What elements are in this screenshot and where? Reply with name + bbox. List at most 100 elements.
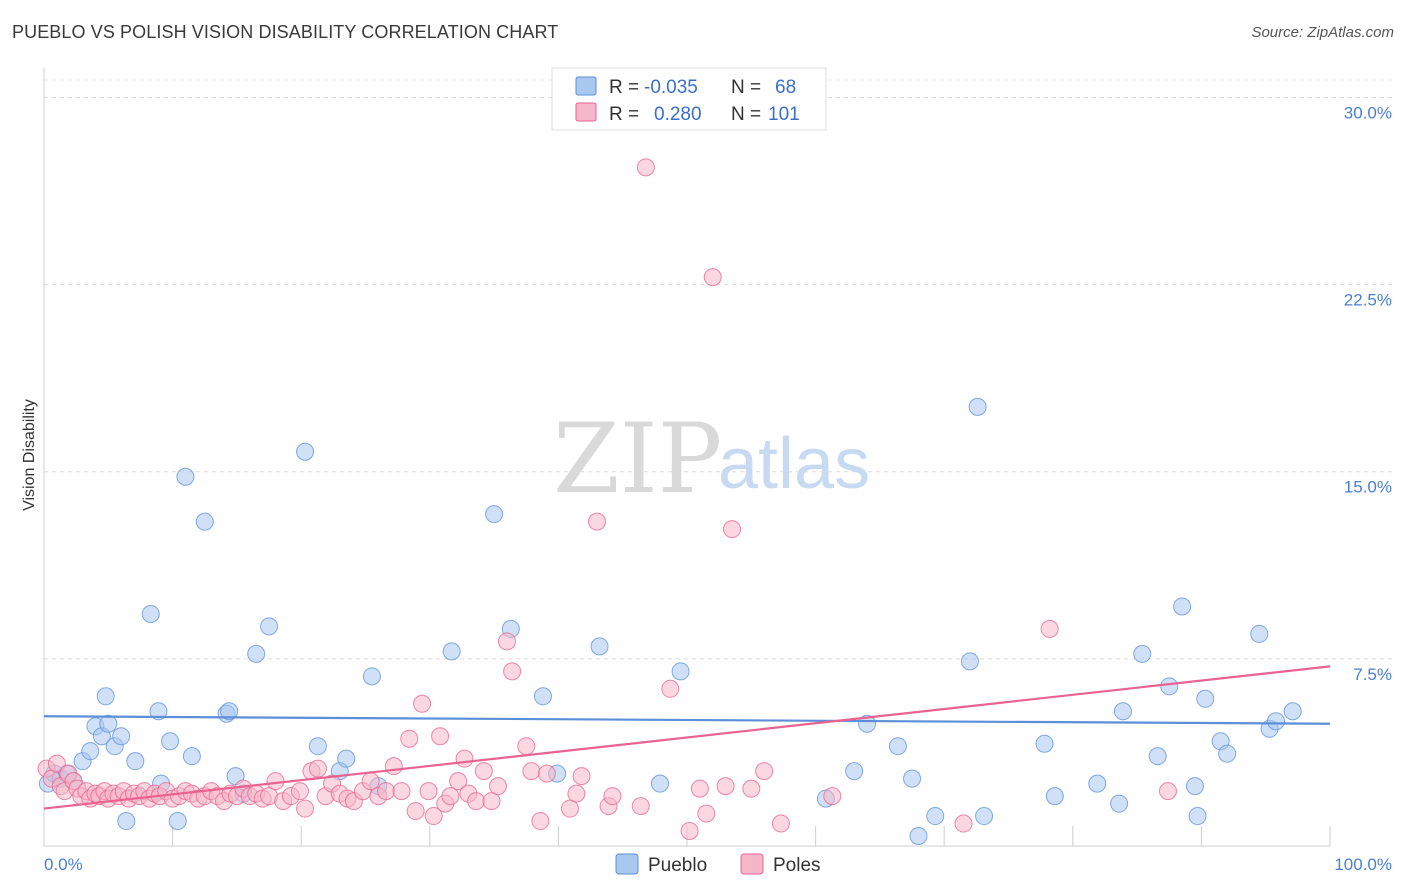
data-point xyxy=(1173,597,1192,616)
stats-legend: R = -0.035 N = 68 R = 0.280 N = 101 xyxy=(551,67,827,131)
data-point xyxy=(975,807,994,826)
source-credit: Source: ZipAtlas.com xyxy=(1251,24,1394,41)
data-point xyxy=(703,268,722,287)
data-point xyxy=(823,787,842,806)
data-point xyxy=(362,667,381,686)
data-point xyxy=(968,397,987,416)
data-point xyxy=(1196,689,1215,708)
data-points xyxy=(37,158,1302,846)
data-point xyxy=(954,814,973,833)
stats-legend-swatch-pueblo xyxy=(575,76,597,96)
data-point xyxy=(522,762,541,781)
data-point xyxy=(168,812,187,831)
data-point xyxy=(845,762,864,781)
data-point xyxy=(1188,807,1207,826)
data-point xyxy=(449,772,468,791)
data-point xyxy=(308,759,327,778)
y-tick-label: 15.0% xyxy=(1344,478,1392,497)
legend-label-poles: Poles xyxy=(773,855,821,876)
trend-line-poles xyxy=(43,665,1331,810)
data-point xyxy=(680,822,699,841)
data-point xyxy=(126,752,145,771)
data-point xyxy=(400,729,419,748)
stats-n-value-poles: 101 xyxy=(768,104,800,125)
data-point xyxy=(1160,677,1179,696)
watermark-zip: ZIP xyxy=(553,403,722,515)
data-point xyxy=(590,637,609,656)
data-point xyxy=(467,792,486,811)
data-point xyxy=(1250,624,1269,643)
data-point xyxy=(1113,702,1132,721)
trend-line-pueblo xyxy=(43,715,1331,725)
trend-lines xyxy=(43,665,1331,810)
data-point xyxy=(474,762,493,781)
stats-r-value-pueblo: -0.035 xyxy=(644,77,698,98)
data-point xyxy=(377,782,396,801)
data-point xyxy=(603,787,622,806)
data-point xyxy=(771,814,790,833)
data-point xyxy=(413,694,432,713)
data-point xyxy=(572,767,591,786)
data-point xyxy=(497,632,516,651)
data-point xyxy=(112,727,131,746)
data-point xyxy=(99,714,118,733)
x-tick-label-max: 100.0% xyxy=(1334,855,1392,874)
y-tick-label: 7.5% xyxy=(1353,665,1392,684)
chart-title: PUEBLO VS POLISH VISION DISABILITY CORRE… xyxy=(12,22,559,42)
data-point xyxy=(888,737,907,756)
data-point xyxy=(1088,774,1107,793)
data-point xyxy=(488,777,507,796)
data-point xyxy=(1185,777,1204,796)
data-point xyxy=(631,797,650,816)
data-point xyxy=(296,799,315,818)
data-point xyxy=(903,769,922,788)
data-point xyxy=(1158,782,1177,801)
grid-lines xyxy=(44,79,1392,660)
data-point xyxy=(716,777,735,796)
stats-n-label-poles: N = xyxy=(731,104,761,125)
data-point xyxy=(533,687,552,706)
y-tick-label: 22.5% xyxy=(1344,291,1392,310)
stats-legend-swatch-poles xyxy=(575,102,597,122)
data-point xyxy=(141,604,160,623)
data-point xyxy=(1133,644,1152,663)
data-point xyxy=(485,505,504,524)
data-point xyxy=(926,807,945,826)
data-point xyxy=(337,749,356,768)
data-point xyxy=(755,762,774,781)
data-point xyxy=(290,782,309,801)
stats-n-value-pueblo: 68 xyxy=(775,77,796,98)
data-point xyxy=(587,512,606,531)
data-point xyxy=(419,782,438,801)
data-point xyxy=(361,772,380,791)
watermark-atlas: atlas xyxy=(718,424,870,504)
series-pueblo xyxy=(38,397,1302,846)
data-point xyxy=(960,652,979,671)
data-point xyxy=(909,827,928,846)
stats-r-label-poles: R = xyxy=(609,104,639,125)
data-point xyxy=(742,779,761,798)
data-point xyxy=(81,742,100,761)
data-point xyxy=(671,662,690,681)
data-point xyxy=(308,737,327,756)
x-tick-label-min: 0.0% xyxy=(44,855,83,874)
data-point xyxy=(424,807,443,826)
data-point xyxy=(1283,702,1302,721)
data-point xyxy=(650,774,669,793)
data-point xyxy=(482,792,501,811)
data-point xyxy=(858,714,877,733)
data-point xyxy=(182,747,201,766)
data-point xyxy=(1045,787,1064,806)
data-point xyxy=(195,512,214,531)
data-point xyxy=(431,727,450,746)
stats-r-value-poles: 0.280 xyxy=(654,104,702,125)
legend-label-pueblo: Pueblo xyxy=(648,855,707,876)
data-point xyxy=(384,757,403,776)
data-point xyxy=(266,772,285,791)
legend-swatch-poles xyxy=(740,853,764,875)
data-point xyxy=(117,812,136,831)
data-point xyxy=(1218,744,1237,763)
data-point xyxy=(1148,747,1167,766)
series-poles xyxy=(37,158,1177,841)
bottom-legend: Pueblo Poles xyxy=(615,853,821,876)
